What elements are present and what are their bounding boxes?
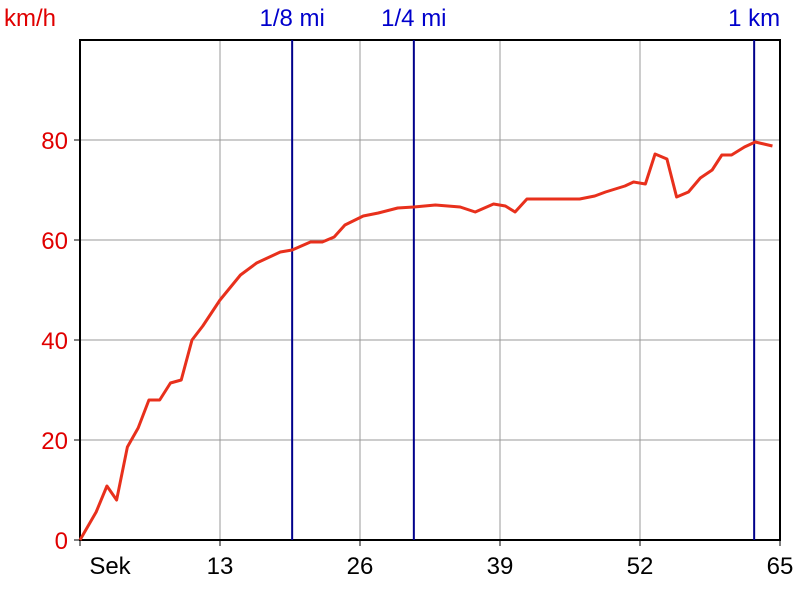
x-tick-label: 52 bbox=[627, 553, 654, 580]
x-tick-label: 26 bbox=[347, 553, 374, 580]
plot-frame bbox=[79, 39, 781, 541]
distance-label: 1 km bbox=[728, 5, 780, 32]
y-tick-label: 20 bbox=[41, 428, 68, 455]
x-tick-label: 13 bbox=[207, 553, 234, 580]
x-tick-label: 65 bbox=[767, 553, 794, 580]
y-tick-label: 40 bbox=[41, 328, 68, 355]
y-tick-label: 80 bbox=[41, 128, 68, 155]
y-axis-label: km/h bbox=[4, 5, 56, 32]
y-tick-label: 60 bbox=[41, 228, 68, 255]
distance-label: 1/4 mi bbox=[381, 5, 446, 32]
x-tick-label: 39 bbox=[487, 553, 514, 580]
x-tick-label: Sek bbox=[89, 553, 131, 580]
y-tick-label: 0 bbox=[55, 528, 68, 555]
speed-line bbox=[78, 140, 773, 541]
distance-label: 1/8 mi bbox=[259, 5, 324, 32]
